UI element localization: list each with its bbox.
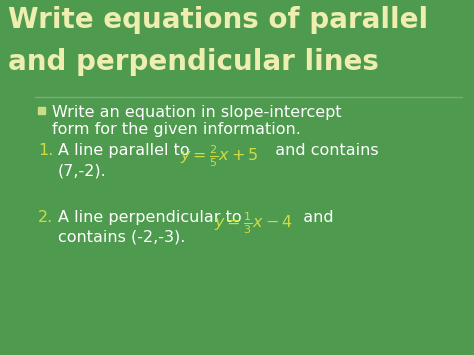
Text: $y=\frac{2}{5}x+5$: $y=\frac{2}{5}x+5$ xyxy=(180,143,258,169)
Text: 1.: 1. xyxy=(38,143,54,158)
Text: contains (-2,-3).: contains (-2,-3). xyxy=(58,230,185,245)
Text: Write equations of parallel: Write equations of parallel xyxy=(8,6,428,34)
Text: (7,-2).: (7,-2). xyxy=(58,163,107,178)
Text: and perpendicular lines: and perpendicular lines xyxy=(8,48,379,76)
Text: Write an equation in slope-intercept: Write an equation in slope-intercept xyxy=(52,105,342,120)
Text: form for the given information.: form for the given information. xyxy=(52,122,301,137)
Bar xyxy=(38,107,45,114)
Text: A line perpendicular to: A line perpendicular to xyxy=(58,210,242,225)
Text: 2.: 2. xyxy=(38,210,53,225)
Text: and: and xyxy=(293,210,334,225)
Text: $y=\frac{1}{3}x-4$: $y=\frac{1}{3}x-4$ xyxy=(214,210,293,236)
Text: A line parallel to: A line parallel to xyxy=(58,143,190,158)
Text: and contains: and contains xyxy=(265,143,379,158)
